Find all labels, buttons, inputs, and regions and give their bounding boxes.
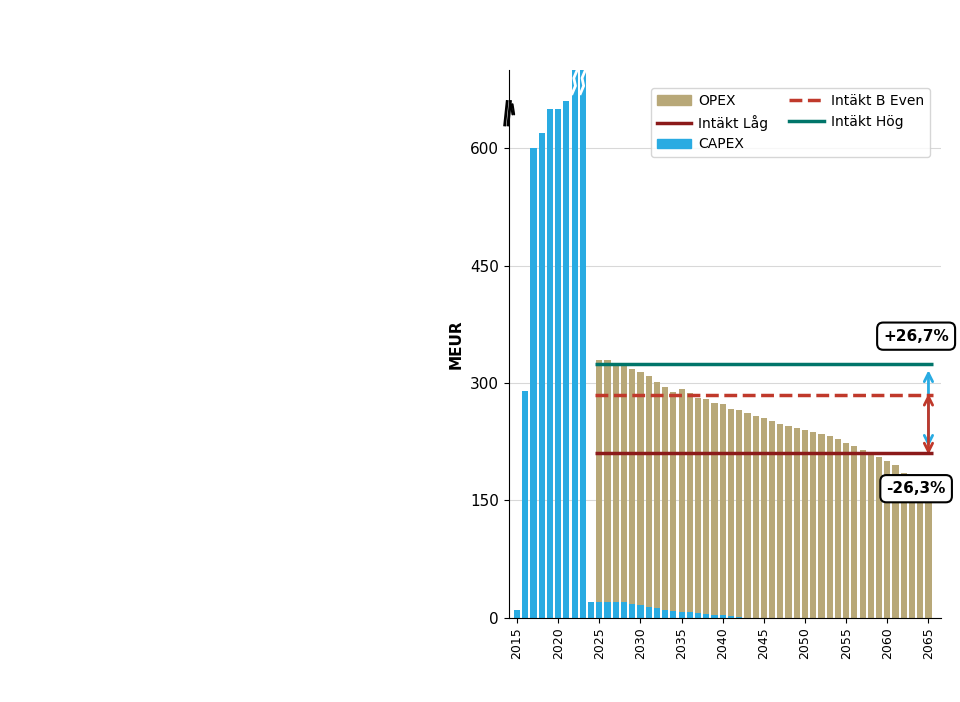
Bar bbox=[612, 602, 619, 618]
Bar bbox=[711, 615, 717, 618]
Bar bbox=[555, 110, 562, 618]
Bar bbox=[629, 369, 636, 604]
Bar bbox=[818, 434, 825, 618]
Legend: OPEX, Intäkt Låg, CAPEX, Intäkt B Even, Intäkt Hög: OPEX, Intäkt Låg, CAPEX, Intäkt B Even, … bbox=[651, 88, 929, 157]
Bar bbox=[654, 609, 660, 618]
Bar bbox=[596, 359, 603, 602]
Bar bbox=[629, 604, 636, 618]
Y-axis label: MEUR: MEUR bbox=[448, 319, 463, 369]
Bar bbox=[720, 616, 726, 618]
Bar bbox=[612, 364, 619, 602]
Bar bbox=[547, 110, 553, 618]
Bar bbox=[637, 372, 643, 605]
Bar bbox=[835, 439, 841, 618]
Bar bbox=[893, 465, 899, 618]
Bar bbox=[514, 610, 520, 618]
Bar bbox=[621, 364, 627, 602]
Bar bbox=[679, 389, 684, 611]
Bar bbox=[645, 607, 652, 618]
Bar bbox=[662, 387, 668, 610]
Bar bbox=[621, 602, 627, 618]
Bar bbox=[580, 0, 586, 618]
Bar bbox=[605, 602, 611, 618]
Bar bbox=[539, 133, 544, 618]
Bar bbox=[917, 489, 924, 618]
Bar bbox=[695, 398, 701, 613]
Bar bbox=[720, 404, 726, 616]
Bar bbox=[925, 496, 931, 618]
Bar bbox=[695, 613, 701, 618]
Bar bbox=[662, 610, 668, 618]
Bar bbox=[753, 416, 758, 618]
Bar bbox=[884, 461, 891, 618]
Bar bbox=[810, 432, 816, 618]
Bar bbox=[728, 616, 734, 618]
Bar bbox=[785, 426, 792, 618]
Bar bbox=[859, 449, 866, 618]
Bar bbox=[679, 611, 684, 618]
Bar bbox=[704, 399, 709, 614]
Bar bbox=[711, 404, 717, 615]
Text: +26,7%: +26,7% bbox=[883, 329, 949, 344]
Bar bbox=[876, 458, 882, 618]
Bar bbox=[645, 376, 652, 607]
Bar bbox=[686, 393, 693, 612]
Bar bbox=[868, 453, 874, 618]
Bar bbox=[728, 409, 734, 616]
Bar bbox=[769, 420, 775, 618]
Bar bbox=[760, 418, 767, 618]
Bar bbox=[686, 612, 693, 618]
Bar bbox=[736, 410, 742, 617]
Bar bbox=[778, 424, 783, 618]
Bar bbox=[802, 430, 808, 618]
Bar bbox=[900, 473, 907, 618]
Bar bbox=[794, 428, 800, 618]
Bar bbox=[909, 481, 915, 618]
Bar bbox=[596, 602, 603, 618]
Bar bbox=[670, 611, 677, 618]
Bar bbox=[522, 391, 528, 618]
Text: OPEX och CAPEX uppskattning (MEUR): OPEX och CAPEX uppskattning (MEUR) bbox=[529, 35, 921, 53]
Bar bbox=[530, 148, 537, 618]
Bar bbox=[605, 359, 611, 602]
Bar bbox=[704, 614, 709, 618]
Bar bbox=[637, 605, 643, 618]
Bar bbox=[843, 442, 850, 618]
Text: -26,3%: -26,3% bbox=[886, 481, 946, 496]
Bar bbox=[670, 392, 677, 611]
Bar bbox=[852, 446, 857, 618]
Bar bbox=[654, 381, 660, 609]
Bar bbox=[588, 602, 594, 618]
Bar bbox=[564, 102, 569, 618]
Bar bbox=[571, 0, 578, 618]
Bar bbox=[744, 413, 751, 618]
Bar bbox=[736, 617, 742, 618]
Bar bbox=[827, 436, 832, 618]
